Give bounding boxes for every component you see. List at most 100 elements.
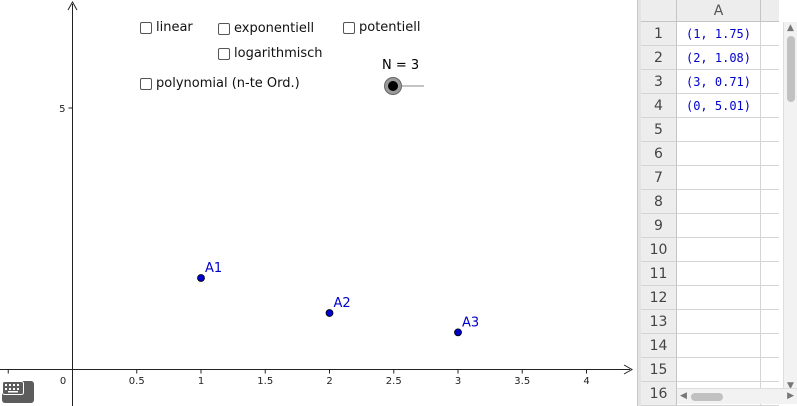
checkbox-polynomial[interactable]: polynomial (n-te Ord.) (140, 76, 300, 91)
cell-b5[interactable] (761, 118, 779, 142)
cell-a7[interactable] (677, 166, 761, 190)
row-header[interactable]: 9 (641, 214, 677, 238)
row-header[interactable]: 4 (641, 94, 677, 118)
scroll-right-icon[interactable]: ▶ (787, 391, 794, 401)
cell-b2[interactable] (761, 46, 779, 70)
checkbox-linear-box[interactable] (140, 21, 152, 34)
horizontal-scrollbar[interactable]: ◀ ▶ (677, 388, 797, 404)
cell-b10[interactable] (761, 238, 779, 262)
checkbox-logarithmisch[interactable]: logarithmisch (218, 46, 323, 61)
keyboard-button[interactable] (2, 381, 34, 403)
cell-a4[interactable]: (0, 5.01) (677, 94, 761, 118)
scroll-down-icon[interactable]: ▼ (787, 381, 794, 391)
cell-a1[interactable]: (1, 1.75) (677, 22, 761, 46)
graphics-view[interactable]: 0.5 1 1.5 2 2.5 3 3.5 4 0 5 A1 A2 A3 linear exponent… (0, 0, 637, 406)
spreadsheet-row: 3 (3, 0.71) (641, 70, 779, 94)
cell-a8[interactable] (677, 190, 761, 214)
checkbox-potentiell-box[interactable] (343, 21, 355, 34)
coordinate-plane[interactable]: 0.5 1 1.5 2 2.5 3 3.5 4 0 5 A1 A2 A3 (0, 0, 637, 406)
x-tick-label: 2.5 (386, 376, 402, 387)
keyboard-icon (2, 381, 24, 395)
cell-a2[interactable]: (2, 1.08) (677, 46, 761, 70)
x-tick-label: 1 (198, 376, 204, 387)
cell-b3[interactable] (761, 70, 779, 94)
checkbox-logarithmisch-box[interactable] (218, 47, 230, 60)
spreadsheet-row: 9 (641, 214, 779, 238)
checkbox-exponentiell-label: exponentiell (234, 21, 315, 36)
row-header[interactable]: 6 (641, 142, 677, 166)
row-header[interactable]: 5 (641, 118, 677, 142)
checkbox-exponentiell-box[interactable] (218, 22, 230, 35)
row-header[interactable]: 14 (641, 334, 677, 358)
spreadsheet-view[interactable]: A 1 (1, 1.75) 2 (2, 1.08) 3 (3, 0.71) 4 (0, 5.0… (641, 0, 797, 406)
row-header[interactable]: 11 (641, 262, 677, 286)
cell-a15[interactable] (677, 358, 761, 382)
spreadsheet-row: 6 (641, 142, 779, 166)
checkbox-linear-label: linear (156, 20, 193, 35)
cell-a9[interactable] (677, 214, 761, 238)
cell-a3[interactable]: (3, 0.71) (677, 70, 761, 94)
checkbox-polynomial-box[interactable] (140, 77, 152, 90)
row-header[interactable]: 15 (641, 358, 677, 382)
column-header-b[interactable] (761, 0, 779, 22)
cell-b12[interactable] (761, 286, 779, 310)
checkbox-linear[interactable]: linear (140, 20, 193, 35)
point-label-a2: A2 (334, 296, 351, 311)
spreadsheet-row: 11 (641, 262, 779, 286)
corner-cell[interactable] (641, 0, 677, 22)
x-tick-label: 4 (583, 376, 589, 387)
point-a1[interactable] (197, 274, 205, 282)
cell-b6[interactable] (761, 142, 779, 166)
spreadsheet-row: 2 (2, 1.08) (641, 46, 779, 70)
cell-b13[interactable] (761, 310, 779, 334)
row-header[interactable]: 2 (641, 46, 677, 70)
cell-a14[interactable] (677, 334, 761, 358)
cell-b1[interactable] (761, 22, 779, 46)
row-header[interactable]: 3 (641, 70, 677, 94)
row-header[interactable]: 12 (641, 286, 677, 310)
column-header-a[interactable]: A (677, 0, 761, 22)
point-a3[interactable] (454, 328, 462, 337)
spreadsheet-row: 8 (641, 190, 779, 214)
horizontal-scroll-thumb[interactable] (691, 393, 723, 401)
cell-a11[interactable] (677, 262, 761, 286)
spreadsheet-row: 4 (0, 5.01) (641, 94, 779, 118)
cell-b7[interactable] (761, 166, 779, 190)
scroll-left-icon[interactable]: ◀ (680, 391, 687, 401)
point-a2[interactable] (325, 309, 334, 317)
y-axis-arrow (67, 0, 78, 11)
x-tick-label: 2 (326, 376, 332, 387)
checkbox-exponentiell[interactable]: exponentiell (218, 21, 314, 36)
row-header[interactable]: 1 (641, 22, 677, 46)
cell-b11[interactable] (761, 262, 779, 286)
panel-divider[interactable] (637, 0, 641, 406)
cell-b15[interactable] (761, 358, 779, 382)
cell-b14[interactable] (761, 334, 779, 358)
cell-a13[interactable] (677, 310, 761, 334)
checkbox-potentiell[interactable]: potentiell (343, 20, 420, 35)
scroll-up-icon[interactable]: ▲ (787, 23, 794, 33)
row-header[interactable]: 7 (641, 166, 677, 190)
vertical-scrollbar[interactable]: ▲ ▼ (783, 22, 797, 392)
cell-a6[interactable] (677, 142, 761, 166)
row-header[interactable]: 16 (641, 382, 677, 406)
cell-a12[interactable] (677, 286, 761, 310)
point-label-a1: A1 (205, 261, 222, 276)
cell-a10[interactable] (677, 238, 761, 262)
cell-b4[interactable] (761, 94, 779, 118)
cell-b9[interactable] (761, 214, 779, 238)
spreadsheet-row: 13 (641, 310, 779, 334)
row-header[interactable]: 10 (641, 238, 677, 262)
cell-a5[interactable] (677, 118, 761, 142)
point-label-a3: A3 (462, 315, 479, 330)
vertical-scroll-thumb[interactable] (787, 36, 795, 102)
x-tick-label: 0.5 (129, 376, 145, 387)
x-axis-arrow (623, 364, 634, 375)
cell-b8[interactable] (761, 190, 779, 214)
checkbox-potentiell-label: potentiell (359, 20, 421, 35)
row-header[interactable]: 8 (641, 190, 677, 214)
x-tick-label: 3 (455, 376, 461, 387)
spreadsheet-row: 1 (1, 1.75) (641, 22, 779, 46)
slider-handle[interactable] (388, 81, 398, 91)
row-header[interactable]: 13 (641, 310, 677, 334)
